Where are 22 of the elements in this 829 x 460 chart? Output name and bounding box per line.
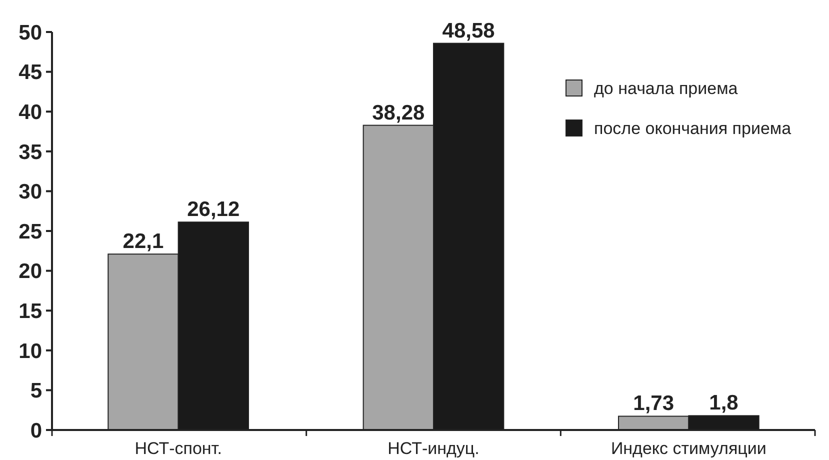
legend-label: до начала приема: [594, 78, 738, 98]
legend-label: после окончания приема: [594, 118, 792, 138]
data-label: 1,73: [633, 392, 674, 416]
y-tick-label: 20: [18, 260, 42, 284]
y-tick-label: 0: [30, 419, 42, 442]
y-tick-label: 30: [18, 180, 42, 204]
x-tick-label: НСТ-спонт.: [134, 439, 222, 458]
y-tick-label: 40: [18, 100, 42, 124]
y-tick-label: 45: [18, 61, 42, 84]
x-tick-label: Индекс стимуляции: [610, 439, 766, 458]
data-label: 22,1: [122, 230, 164, 254]
y-tick-label: 5: [30, 380, 42, 403]
y-tick-label: 25: [18, 220, 42, 244]
data-label: 26,12: [187, 198, 240, 222]
y-tick-label: 10: [18, 340, 42, 363]
y-tick-label: 35: [18, 140, 42, 164]
data-label: 38,28: [372, 101, 426, 124]
y-tick-label: 15: [18, 300, 42, 323]
y-tick-label: 50: [18, 21, 42, 44]
data-label: 48,58: [442, 19, 496, 42]
data-label: 1,8: [709, 392, 739, 415]
x-tick-label: НСТ-индуц.: [388, 439, 480, 458]
